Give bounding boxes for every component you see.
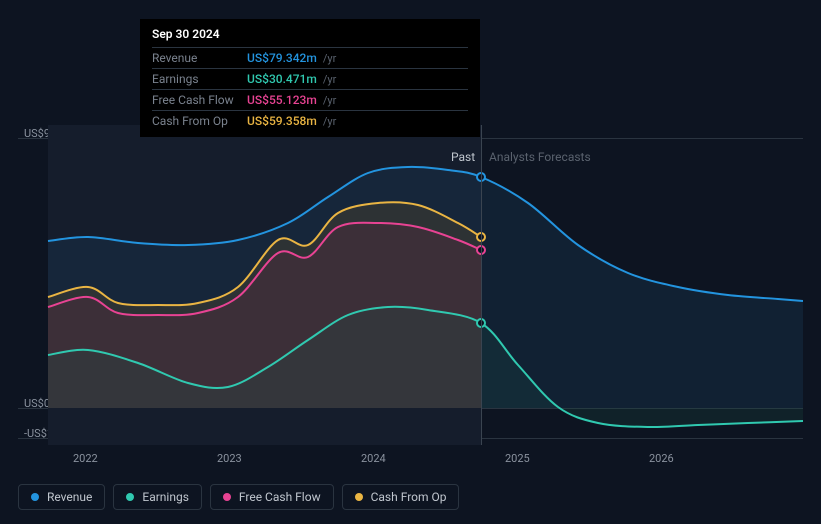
tooltip-row: Revenue US$79.342m /yr [152,47,468,68]
x-axis-label: 2023 [217,452,242,465]
tooltip-unit: /yr [323,52,336,65]
legend-label: Free Cash Flow [239,490,321,504]
legend-item-revenue[interactable]: Revenue [18,484,105,510]
past-section-label: Past [451,150,475,164]
legend-item-earnings[interactable]: Earnings [113,484,202,510]
legend-label: Cash From Op [371,490,447,504]
tooltip-unit: /yr [323,115,336,128]
x-axis-label: 2024 [361,452,386,465]
x-axis-label: 2025 [505,452,530,465]
x-axis-label: 2026 [649,452,674,465]
tooltip-value: US$59.358m [247,114,317,128]
chart-area[interactable] [18,125,803,445]
legend-dot-icon [126,493,134,501]
tooltip-unit: /yr [323,73,336,86]
tooltip-row: Cash From Op US$59.358m /yr [152,110,468,131]
legend-dot-icon [31,493,39,501]
legend-dot-icon [223,493,231,501]
past-forecast-divider [481,125,482,445]
legend-label: Revenue [47,490,92,504]
legend-item-cash-from-op[interactable]: Cash From Op [342,484,460,510]
tooltip-row: Free Cash Flow US$55.123m /yr [152,89,468,110]
tooltip-value: US$79.342m [247,51,317,65]
forecast-section-label: Analysts Forecasts [489,150,591,164]
tooltip-label: Revenue [152,51,247,65]
tooltip-label: Free Cash Flow [152,93,247,107]
legend-dot-icon [355,493,363,501]
x-axis-label: 2022 [73,452,98,465]
tooltip-label: Cash From Op [152,114,247,128]
chart-tooltip: Sep 30 2024 Revenue US$79.342m /yr Earni… [140,19,480,137]
tooltip-value: US$55.123m [247,93,317,107]
tooltip-value: US$30.471m [247,72,317,86]
legend-label: Earnings [142,490,189,504]
tooltip-row: Earnings US$30.471m /yr [152,68,468,89]
tooltip-date: Sep 30 2024 [152,27,468,47]
legend: Revenue Earnings Free Cash Flow Cash Fro… [18,484,459,510]
legend-item-free-cash-flow[interactable]: Free Cash Flow [210,484,334,510]
tooltip-unit: /yr [323,94,336,107]
tooltip-label: Earnings [152,72,247,86]
